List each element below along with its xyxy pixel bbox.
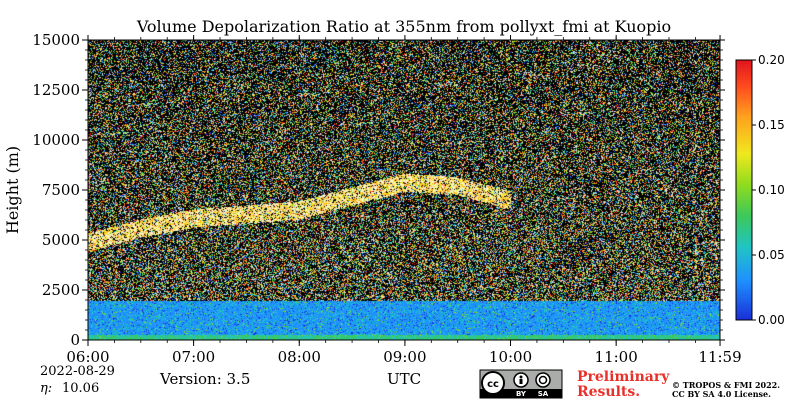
x-axis: 06:00 07:00 08:00 09:00 10:00 11:00 11:59 bbox=[66, 35, 742, 366]
cc-by-sa-badge: cc BY SA bbox=[479, 369, 563, 399]
x-tick-label: 08:00 bbox=[278, 348, 321, 366]
copyright-line-2: CC BY SA 4.0 License. bbox=[672, 389, 771, 399]
x-tick-label: 06:00 bbox=[66, 348, 109, 366]
y-axis: 0 2500 5000 7500 10000 12500 15000 bbox=[32, 31, 725, 349]
y-tick-label: 2500 bbox=[42, 281, 80, 299]
y-tick-label: 0 bbox=[70, 331, 80, 349]
colorbar-tick-label: 0.00 bbox=[758, 313, 785, 327]
eta-value: 10.06 bbox=[62, 381, 99, 396]
x-tick-label: 11:00 bbox=[595, 348, 638, 366]
eta-label: η: bbox=[40, 381, 52, 396]
cc-sa-text: SA bbox=[538, 390, 549, 398]
cc-icon bbox=[481, 371, 505, 395]
x-tick-label: 11:59 bbox=[698, 348, 741, 366]
version-label: Version: 3.5 bbox=[159, 370, 250, 388]
colorbar-tick-label: 0.10 bbox=[758, 183, 785, 197]
sa-icon bbox=[535, 372, 551, 388]
preliminary-line-2: Results. bbox=[577, 384, 640, 400]
colorbar-tick-label: 0.05 bbox=[758, 248, 785, 262]
chart-title: Volume Depolarization Ratio at 355nm fro… bbox=[136, 17, 671, 36]
x-tick-label: 09:00 bbox=[383, 348, 426, 366]
colorbar-tick-label: 0.20 bbox=[758, 53, 785, 67]
y-tick-label: 12500 bbox=[32, 81, 80, 99]
preliminary-line-1: Preliminary bbox=[577, 369, 670, 385]
x-axis-label: UTC bbox=[387, 370, 421, 388]
copyright-line-1: © TROPOS & FMI 2022. bbox=[672, 380, 780, 390]
colorbar-axis: 0.00 0.05 0.10 0.15 0.20 bbox=[752, 53, 785, 327]
y-tick-label: 10000 bbox=[32, 131, 80, 149]
y-axis-label: Height (m) bbox=[3, 146, 22, 234]
cc-by-text: BY bbox=[516, 390, 527, 398]
y-tick-label: 7500 bbox=[42, 181, 80, 199]
svg-text:cc: cc bbox=[487, 379, 499, 390]
date-label: 2022-08-29 bbox=[40, 364, 115, 379]
colorbar bbox=[735, 59, 753, 321]
plot-area bbox=[88, 40, 720, 340]
y-tick-label: 5000 bbox=[42, 231, 80, 249]
heatmap-image bbox=[88, 40, 720, 340]
y-tick-label: 15000 bbox=[32, 31, 80, 49]
x-tick-label: 07:00 bbox=[172, 348, 215, 366]
colorbar-tick-label: 0.15 bbox=[758, 118, 785, 132]
x-tick-label: 10:00 bbox=[489, 348, 532, 366]
